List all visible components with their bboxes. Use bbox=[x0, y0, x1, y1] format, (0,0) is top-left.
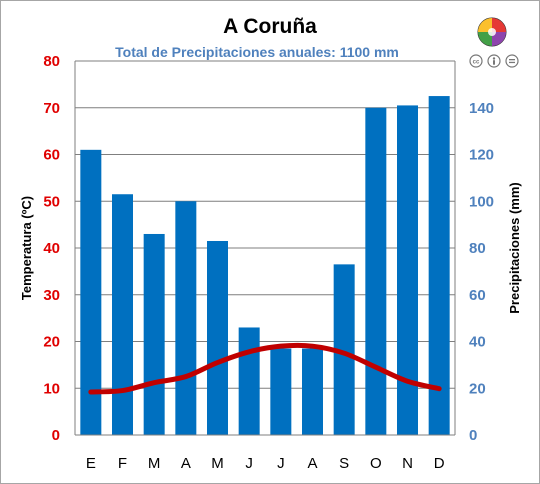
precipitation-bar bbox=[428, 96, 450, 435]
precipitation-bar bbox=[238, 327, 260, 435]
left-tick-label: 70 bbox=[43, 100, 60, 117]
attribution-icon bbox=[487, 54, 501, 68]
x-tick-label: A bbox=[181, 455, 191, 472]
precipitation-bar bbox=[270, 348, 292, 435]
x-tick-label: S bbox=[339, 455, 349, 472]
x-tick-label: D bbox=[434, 455, 445, 472]
left-tick-label: 30 bbox=[43, 287, 60, 304]
temperature-series-line bbox=[88, 342, 442, 395]
left-tick-label: 10 bbox=[43, 380, 60, 397]
left-tick-label: 20 bbox=[43, 334, 60, 351]
right-axis-label: Precipitaciones (mm) bbox=[507, 182, 522, 314]
left-tick-label: 60 bbox=[43, 147, 60, 164]
precipitation-bar bbox=[112, 194, 133, 435]
right-tick-label: 120 bbox=[469, 147, 494, 164]
precipitation-bar bbox=[333, 264, 355, 435]
x-tick-label: E bbox=[86, 455, 96, 472]
left-tick-label: 40 bbox=[43, 240, 60, 257]
x-tick-label: N bbox=[402, 455, 413, 472]
left-tick-label: 50 bbox=[43, 193, 60, 210]
left-axis-label: Temperatura (ºC) bbox=[19, 196, 34, 300]
no-derivatives-icon bbox=[505, 54, 519, 68]
chart-title: A Coruña bbox=[223, 15, 317, 38]
precipitation-bar bbox=[80, 149, 102, 435]
right-tick-label: 140 bbox=[469, 100, 494, 117]
precipitation-bar bbox=[175, 201, 197, 435]
x-tick-label: J bbox=[245, 455, 253, 472]
x-tick-label: F bbox=[118, 455, 127, 472]
precipitation-bars bbox=[80, 96, 450, 435]
left-axis-ticks: 0 10 20 30 40 50 60 70 80 bbox=[43, 53, 60, 444]
right-tick-label: 60 bbox=[469, 287, 486, 304]
right-axis-ticks: 0 20 40 60 80 100 120 140 bbox=[469, 100, 494, 444]
temperature-line bbox=[88, 342, 442, 395]
precipitation-bar bbox=[365, 107, 387, 435]
right-tick-label: 80 bbox=[469, 240, 486, 257]
svg-text:cc: cc bbox=[473, 60, 480, 66]
left-tick-label: 0 bbox=[52, 427, 60, 444]
right-tick-label: 40 bbox=[469, 334, 486, 351]
precipitation-bar bbox=[143, 233, 165, 435]
axes bbox=[74, 61, 456, 436]
precipitation-bar bbox=[207, 240, 228, 435]
cc-license-icon: cc bbox=[469, 54, 483, 68]
right-tick-label: 0 bbox=[469, 427, 477, 444]
right-tick-label: 100 bbox=[469, 193, 494, 210]
chart-subtitle: Total de Precipitaciones anuales: 1100 m… bbox=[115, 44, 399, 60]
x-tick-label: O bbox=[370, 455, 382, 472]
x-tick-label: J bbox=[277, 455, 285, 472]
precipitation-bar bbox=[397, 105, 418, 435]
precipitation-bar bbox=[302, 348, 323, 435]
left-tick-label: 80 bbox=[43, 53, 60, 70]
right-tick-label: 20 bbox=[469, 380, 486, 397]
x-tick-label: A bbox=[307, 455, 317, 472]
x-tick-label: M bbox=[148, 455, 161, 472]
x-tick-label: M bbox=[211, 455, 224, 472]
puzzle-logo-icon bbox=[477, 17, 507, 47]
